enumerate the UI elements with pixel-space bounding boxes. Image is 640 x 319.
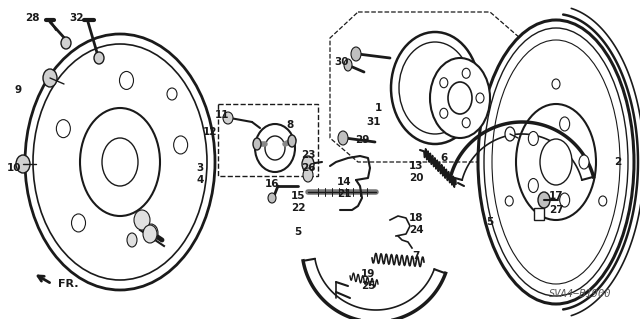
Ellipse shape <box>440 108 448 118</box>
Bar <box>218 104 318 176</box>
Text: 21: 21 <box>337 189 351 199</box>
Ellipse shape <box>80 108 160 216</box>
Text: 7: 7 <box>412 251 420 261</box>
Ellipse shape <box>33 44 207 280</box>
Text: 10: 10 <box>7 163 21 173</box>
Text: 19: 19 <box>361 269 375 279</box>
Text: 20: 20 <box>409 173 423 183</box>
Ellipse shape <box>25 34 215 290</box>
Ellipse shape <box>540 139 572 185</box>
Polygon shape <box>330 12 520 162</box>
Ellipse shape <box>440 78 448 88</box>
Ellipse shape <box>144 224 158 242</box>
Ellipse shape <box>120 71 134 89</box>
Ellipse shape <box>143 225 157 243</box>
Ellipse shape <box>303 168 313 182</box>
Text: 3: 3 <box>196 163 204 173</box>
Text: 14: 14 <box>337 177 351 187</box>
Text: 25: 25 <box>361 281 375 291</box>
Ellipse shape <box>127 233 137 247</box>
Ellipse shape <box>448 82 472 114</box>
Ellipse shape <box>43 69 57 87</box>
Ellipse shape <box>516 104 596 220</box>
Ellipse shape <box>102 138 138 186</box>
Ellipse shape <box>56 120 70 137</box>
Ellipse shape <box>94 52 104 64</box>
Ellipse shape <box>552 79 560 89</box>
Ellipse shape <box>72 214 86 232</box>
Text: 24: 24 <box>409 225 423 235</box>
Text: 15: 15 <box>291 191 305 201</box>
Ellipse shape <box>579 155 589 169</box>
Text: 5: 5 <box>486 217 493 227</box>
Ellipse shape <box>476 93 484 103</box>
Ellipse shape <box>265 136 285 160</box>
Text: 31: 31 <box>367 117 381 127</box>
Text: 6: 6 <box>440 153 447 163</box>
Ellipse shape <box>559 117 570 131</box>
Ellipse shape <box>351 47 361 61</box>
Ellipse shape <box>529 131 538 145</box>
Text: 9: 9 <box>15 85 22 95</box>
Text: 29: 29 <box>355 135 369 145</box>
Text: FR.: FR. <box>58 279 79 289</box>
Text: 28: 28 <box>25 13 39 23</box>
Ellipse shape <box>253 138 261 150</box>
Text: 26: 26 <box>301 163 316 173</box>
Ellipse shape <box>462 68 470 78</box>
Ellipse shape <box>134 210 150 230</box>
Ellipse shape <box>484 28 628 296</box>
Text: 8: 8 <box>286 120 294 130</box>
Ellipse shape <box>344 59 352 71</box>
Ellipse shape <box>529 179 538 192</box>
Text: 1: 1 <box>374 103 381 113</box>
Ellipse shape <box>399 42 471 134</box>
Text: 5: 5 <box>294 227 301 237</box>
Text: 12: 12 <box>203 127 217 137</box>
Text: 4: 4 <box>196 175 204 185</box>
Ellipse shape <box>391 32 479 144</box>
Ellipse shape <box>173 136 188 154</box>
Text: 2: 2 <box>614 157 621 167</box>
Text: 18: 18 <box>409 213 423 223</box>
Ellipse shape <box>462 118 470 128</box>
Ellipse shape <box>223 112 233 124</box>
Ellipse shape <box>492 40 620 284</box>
Ellipse shape <box>268 193 276 203</box>
Ellipse shape <box>430 58 490 138</box>
Ellipse shape <box>559 193 570 207</box>
Text: 32: 32 <box>70 13 84 23</box>
Ellipse shape <box>16 155 30 173</box>
Text: 16: 16 <box>265 179 279 189</box>
Ellipse shape <box>505 127 515 141</box>
Text: SVA4−B1900: SVA4−B1900 <box>548 289 611 299</box>
Ellipse shape <box>167 88 177 100</box>
Ellipse shape <box>288 135 296 147</box>
Text: 23: 23 <box>301 150 316 160</box>
Text: 22: 22 <box>291 203 305 213</box>
Text: 11: 11 <box>215 110 229 120</box>
Ellipse shape <box>302 156 314 172</box>
Ellipse shape <box>338 131 348 145</box>
Ellipse shape <box>505 196 513 206</box>
Text: 30: 30 <box>335 57 349 67</box>
Ellipse shape <box>538 192 550 208</box>
Ellipse shape <box>478 20 634 304</box>
Text: 17: 17 <box>548 191 563 201</box>
Text: 13: 13 <box>409 161 423 171</box>
Ellipse shape <box>61 37 71 49</box>
Text: 27: 27 <box>548 205 563 215</box>
Ellipse shape <box>255 124 295 172</box>
Bar <box>534 208 544 220</box>
Ellipse shape <box>599 196 607 206</box>
